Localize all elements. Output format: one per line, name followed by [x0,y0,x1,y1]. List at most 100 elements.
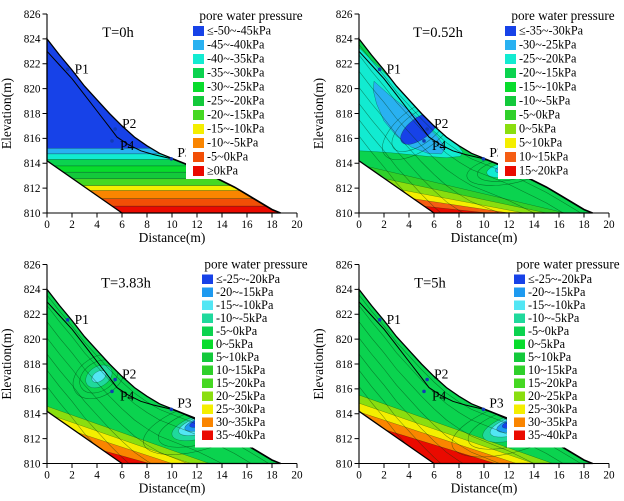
point-marker-p3 [481,407,486,412]
legend-swatch [193,26,204,36]
legend-label: 30~35kPa [528,415,578,429]
y-tick-label: 812 [336,433,353,445]
x-tick-label: 18 [578,219,590,231]
legend-swatch [514,404,525,414]
x-tick-label: 2 [381,470,387,482]
point-marker-p1 [65,318,70,322]
contour-line [47,353,281,464]
legend-swatch [505,40,516,50]
legend-swatch [505,124,516,134]
point-label-p1: P1 [75,312,89,327]
y-tick-label: 824 [336,34,353,46]
x-tick-label: 14 [528,219,540,231]
contour-line [359,370,593,464]
legend-swatch [514,339,525,349]
legend-label: ≤-25~-20kPa [528,272,593,286]
legend-label: -10~-5kPa [519,94,571,108]
point-marker-p4 [110,389,114,394]
legend-swatch [193,68,204,78]
legend-label: 15~20kPa [528,376,578,390]
x-tick-label: 0 [356,470,362,482]
point-marker-p3 [481,157,486,161]
x-tick-label: 8 [456,470,462,482]
legend-background [186,7,308,179]
y-tick-label: 824 [24,34,41,46]
legend-swatch [193,82,204,92]
x-axis-label: Distance(m) [451,481,518,496]
contour-line [359,294,593,464]
x-tick-label: 0 [44,470,50,482]
legend-label: -20~-15kPa [528,285,586,299]
x-tick-label: 0 [356,219,362,231]
contour-plot-T=3.83h: P1 P2 P4 P3 T=3.83h pore water pressure≤-25~-… [0,257,309,496]
y-tick-label: 826 [336,9,353,21]
x-tick-label: 16 [553,470,565,482]
contour-line [47,386,281,464]
panel-title: T=0.52h [413,25,463,41]
point-marker-p4 [422,139,426,143]
y-tick-label: 818 [24,108,41,120]
y-tick-label: 816 [24,384,41,396]
x-tick-label: 12 [503,219,514,231]
contour-band [47,185,281,191]
legend-swatch [505,26,516,36]
y-tick-label: 826 [24,9,41,21]
legend-label: 5~10kPa [528,350,572,364]
x-tick-label: 16 [553,219,565,231]
x-tick-label: 14 [528,470,540,482]
contour-line [359,135,593,214]
legend-swatch [505,96,516,106]
y-tick-label: 814 [336,409,353,421]
legend-swatch [193,54,204,64]
slope-outline [358,37,594,214]
x-tick-label: 4 [94,470,100,482]
legend-label: 20~25kPa [528,389,578,403]
y-tick-label: 822 [336,59,353,71]
legend-label: -10~-5kPa [216,311,268,325]
legend-swatch [193,166,204,176]
x-tick-label: 0 [44,219,50,231]
y-tick-label: 820 [336,83,353,95]
slope-outline [358,287,594,465]
x-tick-label: 2 [69,219,75,231]
x-tick-label: 20 [291,470,303,482]
y-axis-label: Elevation(m) [0,328,14,399]
y-tick-label: 814 [336,158,353,170]
x-tick-label: 2 [381,219,387,231]
legend-label: 15~20kPa [216,376,266,390]
legend-swatch [514,417,525,427]
slope-outline [46,287,282,465]
legend-label: -15~-10kPa [528,298,586,312]
legend-swatch [514,391,525,401]
y-tick-label: 812 [24,433,41,445]
point-label-p3: P3 [177,395,192,410]
y-tick-label: 810 [336,208,353,220]
legend-label: 35~40kPa [528,428,578,442]
legend-label: -5~0kPa [528,324,570,338]
legend-label: ≥0kPa [207,164,239,178]
point-label-p1: P1 [387,312,401,327]
x-tick-label: 20 [603,219,615,231]
legend-swatch [193,138,204,148]
y-tick-label: 822 [24,59,41,71]
x-tick-label: 6 [431,219,437,231]
legend-label: -10~-5kPa [207,136,259,150]
x-tick-label: 8 [144,470,150,482]
x-tick-label: 16 [241,470,253,482]
y-tick-label: 822 [24,309,41,321]
panel-title: T=3.83h [101,276,151,292]
y-tick-label: 824 [336,284,353,296]
legend-swatch [505,166,516,176]
x-tick-label: 6 [119,470,125,482]
legend-background [507,257,621,448]
legend-label: -20~-15kPa [519,66,577,80]
y-axis-label: Elevation(m) [312,328,326,399]
point-marker-p2 [113,377,117,382]
legend-swatch [202,404,213,414]
y-tick-label: 820 [24,83,41,95]
legend-swatch [202,417,213,427]
contour-line [47,321,281,464]
x-tick-label: 18 [266,470,278,482]
slope-outline [46,37,282,214]
